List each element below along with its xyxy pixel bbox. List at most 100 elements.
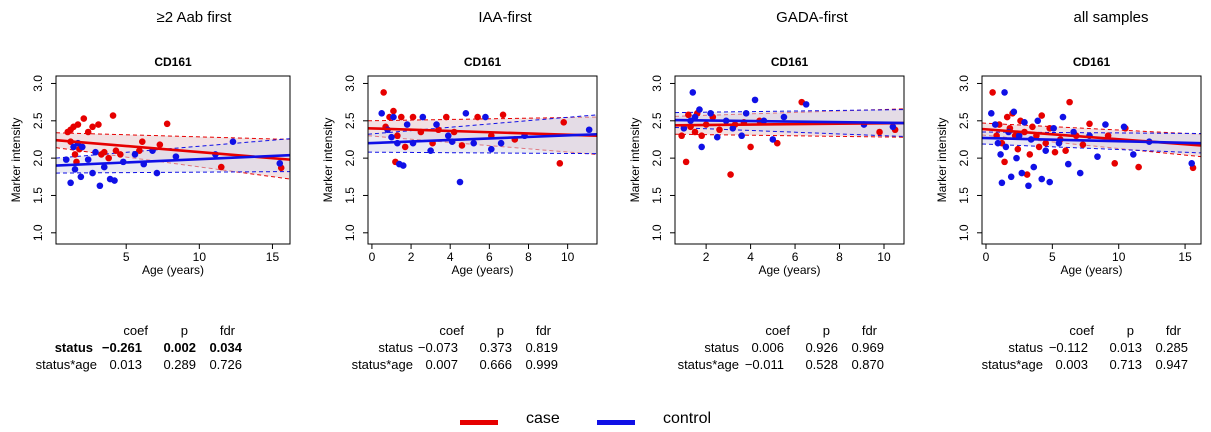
data-point-control xyxy=(470,139,477,147)
data-point-case xyxy=(394,132,401,140)
data-point-case xyxy=(1135,163,1142,171)
stats-p: 0.666 xyxy=(479,357,512,372)
data-point-case xyxy=(678,132,685,140)
data-point-control xyxy=(1013,154,1020,162)
stats-header-coef: coef xyxy=(1069,323,1094,338)
data-point-control xyxy=(456,178,464,186)
data-point-case xyxy=(1035,143,1043,151)
y-tick-label: 3.0 xyxy=(31,75,45,92)
plot-frame xyxy=(981,75,1202,245)
data-point-control xyxy=(153,169,161,177)
stats-table-aab: coef p fdr status −0.261 0.002 0.034 sta… xyxy=(0,323,260,383)
data-point-case xyxy=(691,128,699,136)
stats-header-fdr: fdr xyxy=(861,323,877,338)
x-axis-label: Age (years) xyxy=(451,263,513,277)
data-point-control xyxy=(276,160,284,167)
chart-panel: 1.0 1.5 2.0 2.5 3.0 0 5 10 15 CD161 Age (years) Mar… xyxy=(935,55,1202,277)
data-point-case xyxy=(1086,120,1093,128)
data-point-case xyxy=(1051,148,1059,156)
data-point-control xyxy=(67,179,74,187)
chart-title: CD161 xyxy=(771,55,809,69)
legend-swatch-control xyxy=(597,420,635,425)
data-point-control xyxy=(707,110,714,117)
data-point-control xyxy=(378,110,386,117)
data-point-control xyxy=(713,133,721,141)
data-point-control xyxy=(71,166,79,173)
legend-label-case: case xyxy=(526,410,560,427)
y-tick-label: 2.5 xyxy=(343,112,357,129)
data-point-control xyxy=(698,143,705,151)
data-point-control xyxy=(742,110,750,117)
data-point-case xyxy=(1023,171,1031,178)
data-point-control xyxy=(1015,132,1023,140)
data-point-control xyxy=(1120,123,1128,131)
data-point-control xyxy=(390,113,397,121)
data-point-control xyxy=(497,139,505,147)
y-tick-label: 1.0 xyxy=(343,224,357,241)
data-point-case xyxy=(560,118,568,126)
data-point-control xyxy=(1076,169,1084,177)
stats-p: 0.528 xyxy=(805,357,838,372)
data-point-control xyxy=(92,148,99,156)
plot-frame xyxy=(367,75,598,245)
chart-title: CD161 xyxy=(154,55,192,69)
plot-frame xyxy=(674,75,905,245)
stats-coef: 0.003 xyxy=(1055,357,1088,372)
data-point-control xyxy=(691,113,699,121)
y-axis-label: Marker intensity xyxy=(628,118,642,203)
y-tick-label: 2.0 xyxy=(343,149,357,166)
stats-fdr: 0.034 xyxy=(209,340,242,355)
x-tick-label: 10 xyxy=(193,250,207,264)
data-point-case xyxy=(876,128,883,136)
data-point-control xyxy=(1059,113,1067,121)
stats-fdr: 0.870 xyxy=(851,357,884,372)
stats-fdr: 0.999 xyxy=(525,357,558,372)
stats-coef: 0.006 xyxy=(751,340,784,355)
data-point-control xyxy=(1010,108,1018,116)
confidence-band-control xyxy=(368,114,597,154)
stats-header-fdr: fdr xyxy=(1165,323,1181,338)
band-upper-control xyxy=(367,114,598,135)
panel-title-gada: GADA-first xyxy=(776,9,848,26)
data-point-control xyxy=(433,121,440,128)
y-tick-label: 1.0 xyxy=(650,224,664,241)
stats-header-coef: coef xyxy=(765,323,790,338)
y-tick-label: 2.0 xyxy=(31,149,45,166)
data-point-control xyxy=(769,136,777,143)
band-lower-control xyxy=(981,143,1202,154)
x-tick-label: 5 xyxy=(1049,250,1056,264)
stats-term: status xyxy=(704,340,739,355)
x-tick-label: 0 xyxy=(369,250,376,264)
data-point-case xyxy=(773,139,781,147)
y-tick-label: 1.5 xyxy=(650,187,664,204)
x-tick-label: 8 xyxy=(836,250,843,264)
data-point-case xyxy=(390,107,397,115)
y-axis-label: Marker intensity xyxy=(9,118,23,203)
x-tick-label: 10 xyxy=(561,250,575,264)
band-lower-case xyxy=(674,133,905,138)
data-point-case xyxy=(556,160,564,167)
stats-term: status xyxy=(1008,340,1043,355)
x-axis-label: Age (years) xyxy=(1060,263,1122,277)
stats-coef: 0.007 xyxy=(425,357,458,372)
chart-title: CD161 xyxy=(1073,55,1111,69)
data-point-control xyxy=(997,151,1004,158)
y-tick-label: 1.5 xyxy=(343,187,357,204)
data-point-control xyxy=(419,113,427,121)
data-point-control xyxy=(585,126,593,134)
y-tick-label: 1.0 xyxy=(31,224,45,241)
data-point-case xyxy=(682,158,690,166)
stats-header-p: p xyxy=(822,323,830,338)
data-point-control xyxy=(689,89,697,96)
data-point-control xyxy=(1025,182,1032,190)
data-point-control xyxy=(427,147,434,154)
data-point-control xyxy=(696,106,703,113)
y-tick-label: 3.0 xyxy=(343,75,357,92)
chart-panel: 1.0 1.5 2.0 2.5 3.0 0 2 4 6 8 10 CD161 Age (years) Ma… xyxy=(321,55,598,277)
data-point-case xyxy=(112,147,120,154)
stats-p: 0.013 xyxy=(1109,340,1142,355)
data-point-control xyxy=(729,124,737,132)
stats-fdr: 0.726 xyxy=(209,357,242,372)
fit-line-control xyxy=(367,132,598,145)
stats-p: 0.289 xyxy=(163,357,196,372)
